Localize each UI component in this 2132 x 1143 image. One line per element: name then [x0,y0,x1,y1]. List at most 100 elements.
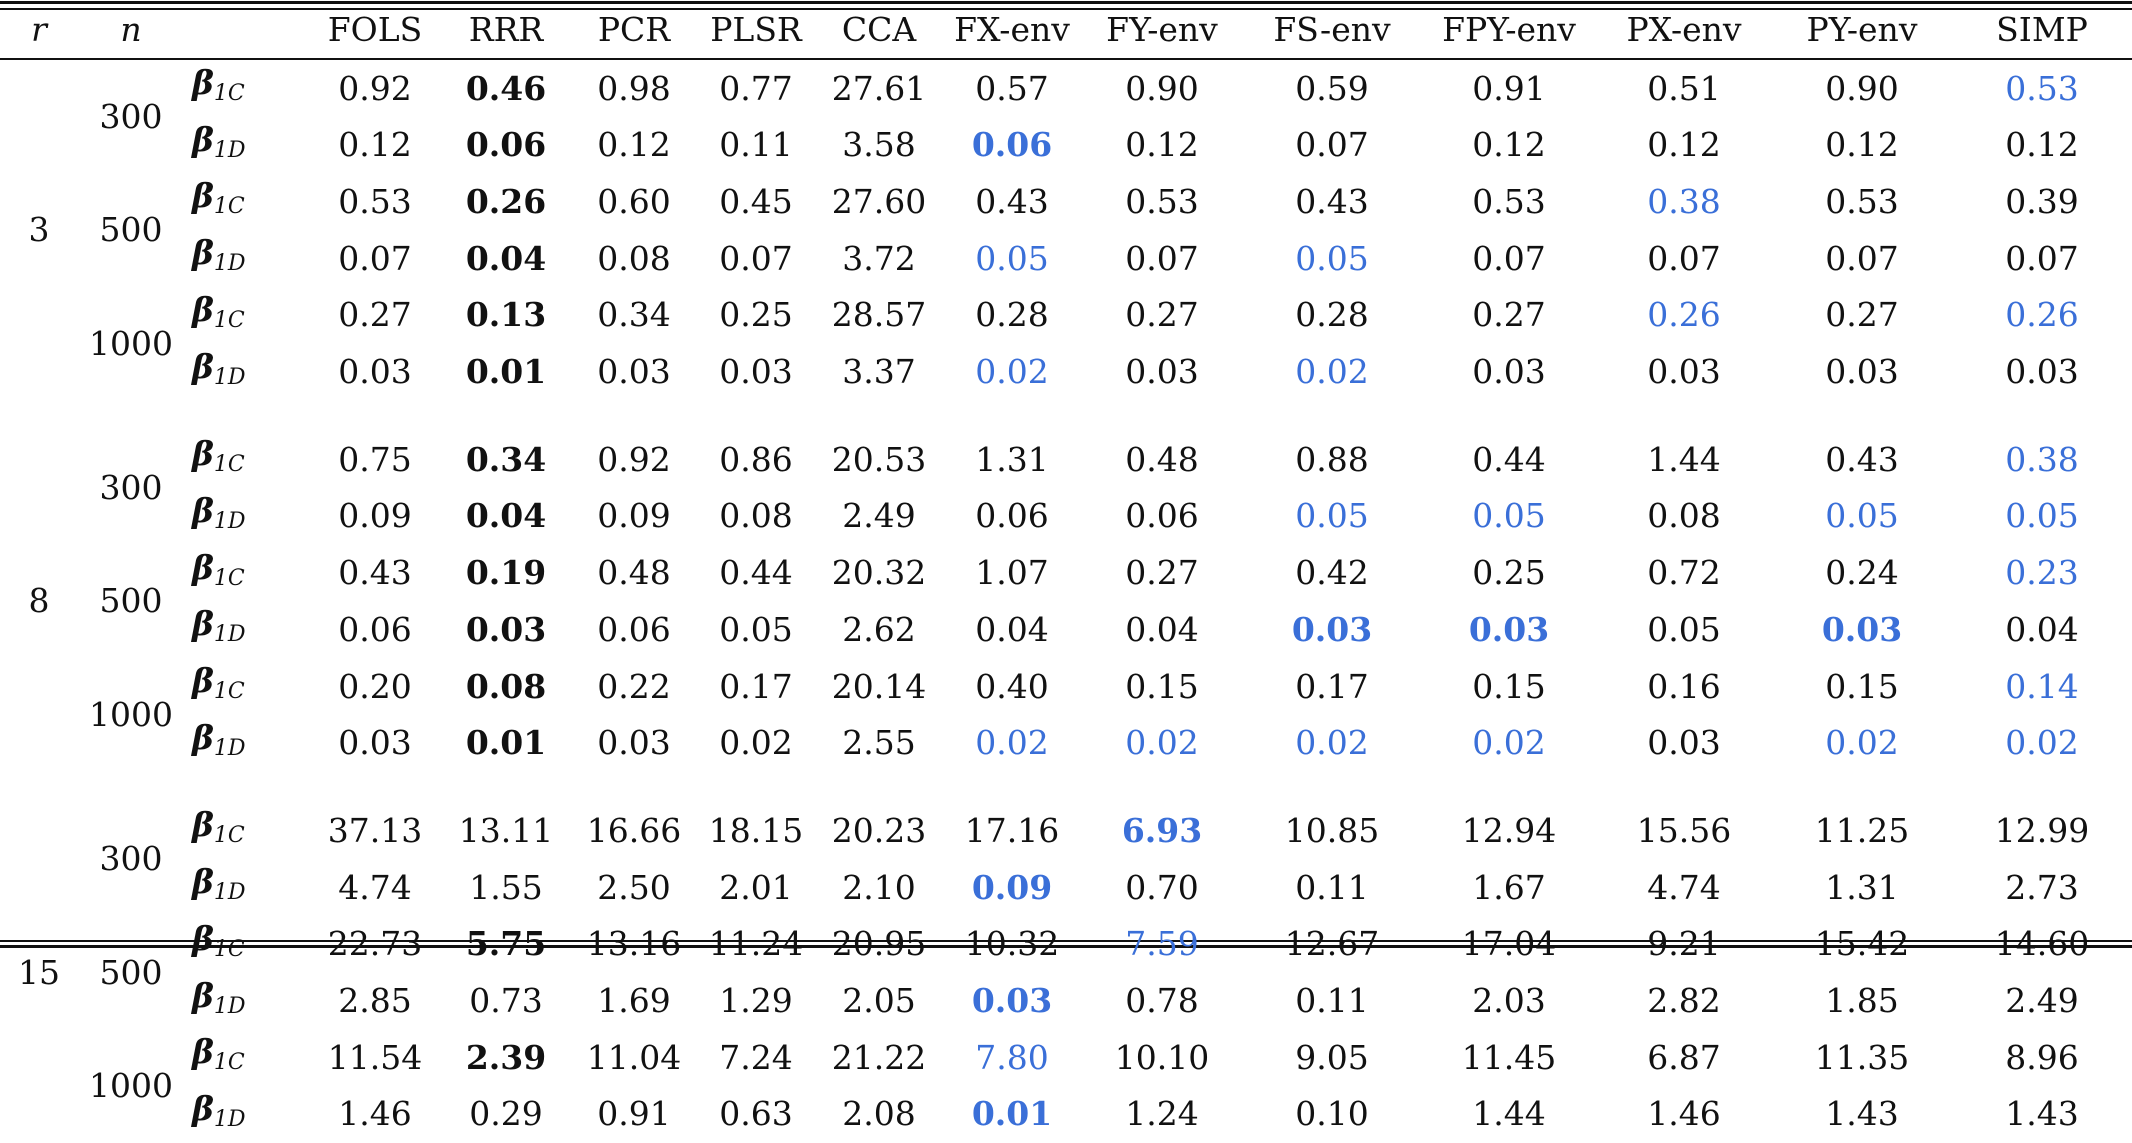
value-cell: 7.24 [719,1037,793,1077]
beta-label-cell: β1C [184,431,310,488]
value-cell: 0.34 [597,295,671,335]
value-cell: 0.03 [1647,723,1721,763]
value-cell: 0.02 [719,723,793,763]
value-cell: 0.44 [719,553,793,593]
value-cell: 22.73 [327,924,423,964]
value-cell: 0.16 [1647,666,1721,706]
block-spacer-row [0,771,2132,802]
value-cell: 1.29 [719,981,793,1021]
value-cell: 0.14 [2005,666,2079,706]
value-cell: 0.70 [1125,867,1199,907]
header-row: r n FOLS RRR PCR PLSR CCA FX-env FY-env … [0,0,2132,60]
value-cell: 0.02 [1472,723,1546,763]
value-cell: 0.12 [1472,125,1546,165]
table-row: β1D 0.12 0.06 0.12 0.11 3.58 0.06 0.12 0.07 0.12 0… [0,117,2132,174]
value-cell: 0.05 [1295,238,1369,278]
value-cell: 16.66 [586,810,682,850]
table-row: β1D 0.07 0.04 0.08 0.07 3.72 0.05 0.07 0.05 0.07 0… [0,230,2132,287]
value-cell: 0.63 [719,1094,793,1134]
value-cell: 0.03 [465,609,547,649]
col-header-n: n [120,10,142,49]
value-cell: 17.04 [1461,924,1557,964]
value-cell: 0.09 [597,496,671,536]
value-cell: 0.42 [1295,553,1369,593]
value-cell: 0.07 [1125,238,1199,278]
value-cell: 10.32 [964,924,1060,964]
value-cell: 0.03 [338,723,412,763]
value-cell: 18.15 [708,810,804,850]
value-cell: 0.12 [2005,125,2079,165]
value-cell: 0.04 [2005,609,2079,649]
value-cell: 0.03 [1125,352,1199,392]
value-cell: 2.85 [338,981,412,1021]
value-cell: 0.07 [1825,238,1899,278]
value-cell: 0.43 [1295,181,1369,221]
col-header-plsr: PLSR [710,10,802,49]
value-cell: 0.07 [719,238,793,278]
value-cell: 37.13 [327,810,423,850]
col-header-simp: SIMP [1996,10,2088,49]
beta-subscript: 1D [213,622,246,648]
value-cell: 0.03 [1468,609,1550,649]
value-cell: 0.38 [2005,439,2079,479]
value-cell: 1.67 [1472,867,1546,907]
table-row: 8 300 β1C 0.75 0.34 0.92 0.86 20.53 1.31 0.48 0.88… [0,431,2132,620]
beta-subscript: 1D [213,508,246,534]
value-cell: 0.03 [971,981,1053,1021]
table-row: β1D 0.06 0.03 0.06 0.05 2.62 0.04 0.04 0.03 0.03 0… [0,601,2132,658]
value-cell: 0.02 [1295,723,1369,763]
value-cell: 1.43 [2005,1094,2079,1134]
value-cell: 27.60 [831,181,927,221]
value-cell: 0.38 [1647,181,1721,221]
value-cell: 0.48 [1125,439,1199,479]
value-cell: 3.37 [842,352,916,392]
table-row: β1D 1.46 0.29 0.91 0.63 2.08 0.01 1.24 0.10 1.44 1… [0,1086,2132,1143]
value-cell: 1.46 [1647,1094,1721,1134]
value-cell: 6.87 [1647,1037,1721,1077]
value-cell: 0.03 [1647,352,1721,392]
value-cell: 21.22 [831,1037,927,1077]
value-cell: 2.62 [842,609,916,649]
value-cell: 0.03 [719,352,793,392]
value-cell: 0.12 [1647,125,1721,165]
table-row: 3 300 β1C 0.92 0.46 0.98 0.77 27.61 0.57 0.90 0.59… [0,60,2132,249]
beta-label-cell: β1D [184,344,310,401]
beta-label-cell: β1C [184,173,310,230]
value-cell: 1.55 [469,867,543,907]
n-value-cell: 1000 [89,694,173,734]
value-cell: 0.12 [1825,125,1899,165]
value-cell: 1.69 [597,981,671,1021]
beta-label-cell: β1D [184,601,310,658]
value-cell: 0.04 [465,496,547,536]
value-cell: 0.24 [1825,553,1899,593]
value-cell: 0.03 [1291,609,1373,649]
value-cell: 17.16 [964,810,1060,850]
beta-symbol: β [192,434,214,474]
beta-subscript: 1C [213,307,245,333]
beta-subscript: 1C [213,936,245,962]
value-cell: 0.39 [2005,181,2079,221]
value-cell: 1.43 [1825,1094,1899,1134]
value-cell: 2.05 [842,981,916,1021]
beta-symbol: β [192,119,214,159]
value-cell: 2.73 [2005,867,2079,907]
beta-subscript: 1D [213,993,246,1019]
value-cell: 0.12 [1125,125,1199,165]
beta-symbol: β [192,1032,214,1072]
value-cell: 0.02 [975,723,1049,763]
value-cell: 0.90 [1125,68,1199,108]
value-cell: 0.15 [1125,666,1199,706]
value-cell: 0.01 [465,352,547,392]
value-cell: 0.26 [2005,295,2079,335]
beta-symbol: β [192,918,214,958]
beta-subscript: 1C [213,823,245,849]
value-cell: 20.14 [831,666,927,706]
value-cell: 0.03 [2005,352,2079,392]
value-cell: 0.05 [1472,496,1546,536]
value-cell: 1.31 [975,439,1049,479]
value-cell: 2.49 [2005,981,2079,1021]
beta-symbol: β [192,490,214,530]
table-row: β1D 0.09 0.04 0.09 0.08 2.49 0.06 0.06 0.05 0.05 0… [0,488,2132,545]
spacer-cell [0,400,2132,431]
value-cell: 0.40 [975,666,1049,706]
